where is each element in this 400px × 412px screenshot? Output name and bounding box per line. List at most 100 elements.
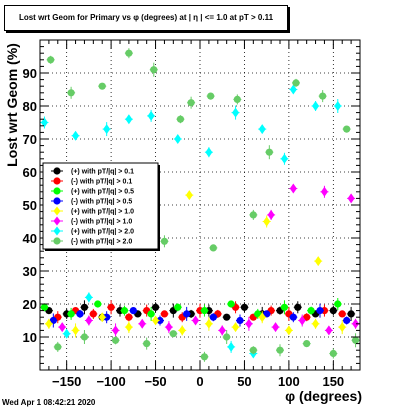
data-point	[200, 353, 209, 361]
y-tick-label: 40	[23, 231, 37, 246]
data-point	[205, 318, 213, 329]
data-point	[329, 307, 337, 315]
data-point	[103, 313, 111, 321]
data-point	[138, 318, 146, 329]
data-point	[352, 318, 360, 329]
data-point	[94, 300, 102, 308]
data-point	[347, 193, 355, 204]
legend-entry: (-) with pT/|q| > 2.0	[71, 239, 132, 246]
data-point	[319, 92, 327, 100]
data-point	[207, 92, 215, 100]
data-point	[72, 130, 80, 141]
data-point	[223, 333, 231, 341]
data-point	[280, 153, 288, 164]
data-point	[67, 310, 75, 318]
data-point	[147, 310, 155, 318]
data-point	[147, 110, 155, 121]
data-point	[233, 95, 241, 103]
data-point	[72, 325, 80, 336]
legend-entry: (+) with pT/|q| > 0.1	[71, 169, 134, 176]
data-point	[125, 49, 133, 57]
data-point	[312, 101, 320, 111]
legend-entry: (-) with pT/|q| > 0.1	[71, 179, 132, 186]
data-point	[120, 307, 129, 315]
y-tick-label: 80	[23, 99, 37, 114]
data-point	[209, 244, 217, 252]
data-point	[316, 307, 324, 315]
series-3	[49, 303, 351, 328]
data-point	[285, 325, 293, 336]
data-point	[54, 343, 62, 351]
data-point	[169, 330, 177, 338]
legend-marker	[53, 237, 61, 245]
data-point	[343, 125, 351, 133]
data-point	[111, 336, 120, 344]
data-point	[58, 322, 66, 333]
data-point	[218, 325, 226, 336]
data-point	[178, 325, 186, 336]
data-point	[249, 211, 257, 219]
data-point	[267, 209, 275, 220]
data-point	[351, 336, 360, 344]
legend-marker	[53, 167, 61, 175]
series-4	[44, 190, 347, 338]
data-point	[98, 312, 106, 323]
data-point	[249, 346, 257, 354]
data-point	[80, 303, 89, 311]
legend-marker	[53, 187, 61, 195]
data-point	[156, 316, 164, 325]
data-point	[298, 315, 306, 326]
x-tick-label: 100	[278, 374, 300, 389]
data-point	[312, 318, 320, 329]
timestamp-footer: Wed Apr 1 08:42:21 2020	[2, 398, 96, 407]
data-point	[325, 325, 333, 336]
legend-entry: (+) with pT/|q| > 2.0	[71, 229, 134, 236]
data-point	[272, 322, 280, 333]
data-point	[200, 307, 209, 315]
data-point	[80, 333, 89, 341]
data-point	[227, 341, 235, 352]
data-point	[338, 310, 346, 318]
data-point	[289, 183, 297, 194]
data-point	[334, 300, 342, 308]
data-point	[176, 115, 185, 123]
legend-box	[42, 162, 159, 250]
data-point	[320, 186, 328, 197]
data-point	[150, 66, 158, 74]
legend-marker	[53, 206, 61, 216]
data-layer	[40, 48, 360, 362]
y-tick-label: 90	[23, 66, 37, 81]
legend-entry: (-) with pT/|q| > 0.5	[71, 199, 132, 206]
data-point	[223, 313, 231, 321]
data-point	[49, 316, 57, 325]
data-point	[165, 322, 173, 333]
data-point	[45, 318, 53, 329]
data-point	[334, 101, 342, 111]
data-point	[276, 346, 284, 354]
data-point	[263, 310, 271, 318]
data-point	[232, 107, 240, 118]
y-tick-label: 30	[23, 264, 37, 279]
data-point	[227, 300, 235, 308]
legend-entry: (+) with pT/|q| > 1.0	[71, 209, 134, 216]
data-point	[151, 303, 160, 311]
data-point	[85, 315, 93, 326]
data-point	[129, 307, 137, 315]
data-point	[125, 322, 133, 333]
data-point	[185, 190, 193, 201]
data-point	[263, 216, 271, 227]
data-point	[183, 310, 191, 318]
x-tick-label: 0	[196, 374, 203, 389]
data-point	[289, 313, 297, 321]
x-axis-label: φ (degrees)	[285, 388, 362, 404]
data-point	[125, 313, 133, 321]
data-point	[103, 124, 111, 135]
data-point	[245, 318, 253, 329]
x-tick-label: −50	[145, 374, 167, 389]
y-tick-label: 50	[23, 198, 37, 213]
data-point	[112, 325, 120, 336]
legend-entry: (+) with pT/|q| > 0.5	[71, 189, 134, 196]
data-point	[329, 349, 337, 358]
data-point	[240, 303, 249, 311]
y-tick-label: 10	[23, 330, 37, 345]
